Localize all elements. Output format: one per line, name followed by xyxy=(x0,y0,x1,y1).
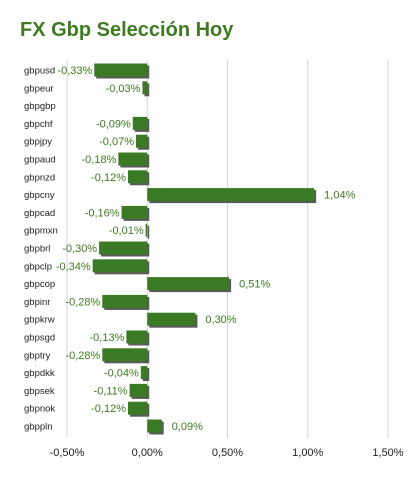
category-label: gbpgbp xyxy=(24,101,56,112)
category-label: gbpsgd xyxy=(24,333,55,344)
value-label: -0,01% xyxy=(109,225,144,237)
value-label: -0,13% xyxy=(90,332,125,344)
value-label: 0,09% xyxy=(172,421,203,433)
bar xyxy=(129,383,148,397)
value-label: -0,04% xyxy=(104,368,139,380)
bar xyxy=(102,294,148,308)
bar xyxy=(140,366,148,380)
value-label: -0,16% xyxy=(85,207,120,219)
bar xyxy=(126,330,148,344)
category-label: gbppln xyxy=(24,422,53,433)
category-label: gbpcny xyxy=(24,190,55,201)
value-label: 1,04% xyxy=(324,190,355,202)
category-label: gbpmxn xyxy=(24,226,58,237)
bar xyxy=(127,170,148,184)
x-tick-label: 1,00% xyxy=(292,447,323,459)
value-label: 0,30% xyxy=(205,314,236,326)
bar xyxy=(99,241,148,255)
value-label: -0,18% xyxy=(82,154,117,166)
value-label: -0,12% xyxy=(91,403,126,415)
value-label: -0,28% xyxy=(65,350,100,362)
bar xyxy=(147,312,196,326)
bar xyxy=(145,223,148,237)
category-label: gbpkrw xyxy=(24,315,55,326)
category-label: gbpnok xyxy=(24,404,55,415)
bar xyxy=(147,277,230,291)
category-label: gbpusd xyxy=(24,66,55,77)
category-label: gbpcop xyxy=(24,279,55,290)
category-label: gbpcad xyxy=(24,208,55,219)
bar xyxy=(118,152,148,166)
x-tick-label: 1,50% xyxy=(372,447,403,459)
category-label: gbpbrl xyxy=(24,244,50,255)
bar xyxy=(94,63,148,77)
x-tick-label: -0,50% xyxy=(50,447,85,459)
bar xyxy=(142,81,148,95)
value-label: -0,07% xyxy=(99,136,134,148)
bar xyxy=(147,419,162,433)
category-label: gbpinr xyxy=(24,297,50,308)
bar-shadow xyxy=(147,225,150,239)
category-label: gbpnzd xyxy=(24,172,55,183)
category-label: gbpeur xyxy=(24,83,54,94)
x-tick-label: 0,50% xyxy=(212,447,243,459)
value-label: -0,28% xyxy=(65,296,100,308)
value-label: -0,03% xyxy=(106,83,141,95)
value-label: -0,12% xyxy=(91,172,126,184)
value-label: 0,51% xyxy=(239,279,270,291)
value-label: -0,34% xyxy=(56,261,91,273)
value-label: -0,09% xyxy=(96,118,131,130)
bar xyxy=(136,134,148,148)
value-label: -0,11% xyxy=(94,385,128,397)
category-label: gbpclp xyxy=(24,261,52,272)
bar xyxy=(147,188,315,202)
category-label: gbpsek xyxy=(24,386,55,397)
bar xyxy=(102,348,148,362)
x-tick-label: 0,00% xyxy=(132,447,163,459)
value-label: -0,30% xyxy=(62,243,97,255)
bar xyxy=(132,116,148,130)
chart-title: FX Gbp Selección Hoy xyxy=(20,19,234,41)
category-label: gbpchf xyxy=(24,119,53,130)
value-label: -0,33% xyxy=(57,65,92,77)
category-label: gbpjpy xyxy=(24,137,52,148)
category-label: gbpdkk xyxy=(24,368,55,379)
bar xyxy=(92,259,148,273)
bar xyxy=(121,205,148,219)
bar xyxy=(127,401,148,415)
category-label: gbptry xyxy=(24,350,51,361)
category-label: gbpaud xyxy=(24,155,56,166)
